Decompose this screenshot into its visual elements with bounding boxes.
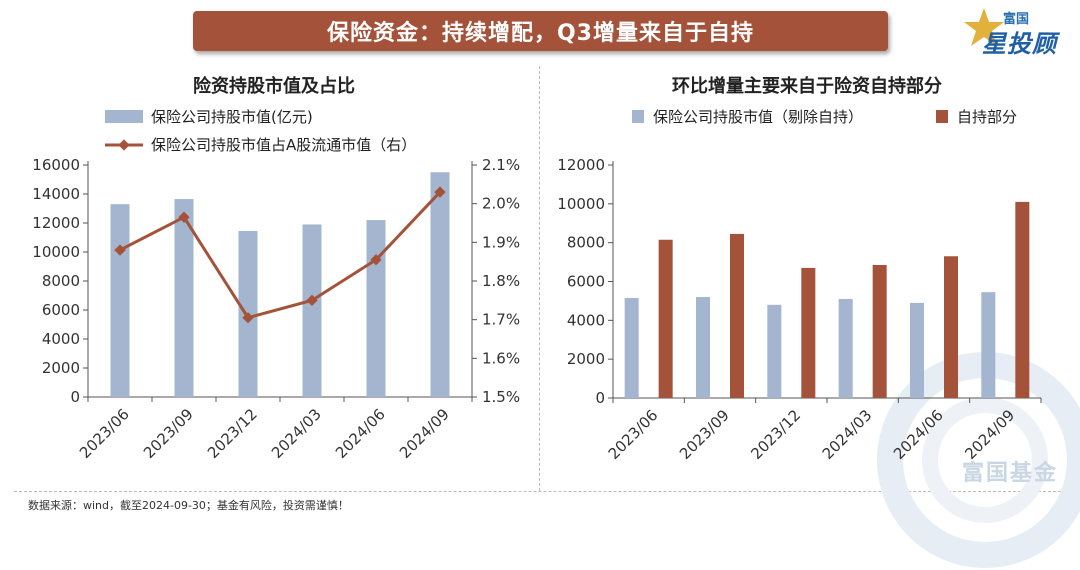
chart-title: 环比增量主要来自于险资自持部分 <box>672 75 942 97</box>
x-tick-label: 2023/12 <box>204 405 261 462</box>
legend-label-bar: 保险公司持股市值(亿元) <box>151 108 313 126</box>
bar-self-held <box>944 256 958 398</box>
bar-self-held <box>658 239 673 398</box>
y-left-tick-label: 8000 <box>42 272 80 290</box>
bar-holding-value <box>110 204 130 397</box>
x-tick-label: 2024/06 <box>890 406 947 463</box>
x-tick-label: 2023/06 <box>76 405 133 462</box>
x-tick-label: 2024/03 <box>268 405 325 462</box>
x-tick-label: 2024/06 <box>332 405 389 462</box>
bar-excluding-self <box>624 298 639 398</box>
bar-self-held <box>872 264 887 398</box>
chart-right-panel: 环比增量主要来自于险资自持部分保险公司持股市值（剔除自持） 自持部分 0 2000 40… <box>541 66 1073 490</box>
line-point <box>178 211 190 223</box>
y-left-tick-label: 4000 <box>42 330 80 348</box>
legend-swatch-excluding-self <box>632 110 644 123</box>
x-tick-label: 2024/03 <box>819 406 876 463</box>
page-title-banner: 保险资金：持续增配，Q3增量来自于自持 <box>193 11 888 51</box>
line-share-series <box>119 191 442 320</box>
y-tick-label: 4000 <box>567 311 605 329</box>
brand-logo: 富国 星投顾 <box>960 4 1075 58</box>
legend-label-line: 保险公司持股市值占A股流通市值（右） <box>151 136 416 154</box>
y-tick-label: 2000 <box>567 350 605 368</box>
y-left-tick-label: 0 <box>70 388 80 406</box>
y-tick-label: 0 <box>595 389 605 407</box>
legend-marker <box>118 139 130 151</box>
y-left-tick-label: 2000 <box>42 359 80 377</box>
bar-excluding-self <box>838 298 853 398</box>
bar-excluding-self <box>767 304 782 398</box>
x-tick-label: 2024/09 <box>396 405 453 462</box>
bar-holding-value <box>302 224 322 397</box>
bar-holding-value <box>366 220 386 397</box>
y-right-tick-label: 1.7% <box>482 311 520 329</box>
y-right-tick-label: 1.8% <box>482 272 520 290</box>
y-left-tick-label: 16000 <box>32 156 80 174</box>
y-right-tick-label: 1.5% <box>482 388 520 406</box>
chart-left-panel: 险资持股市值及占比保险公司持股市值(亿元) 保险公司持股市值占A股流通市值（右） 0… <box>14 66 534 490</box>
star-icon <box>964 8 1004 46</box>
x-tick-label: 2023/12 <box>747 406 804 463</box>
chart-title: 险资持股市值及占比 <box>193 75 355 97</box>
bar-holding-value <box>174 199 194 397</box>
bar-self-held <box>801 267 816 398</box>
x-tick-label: 2023/09 <box>676 406 733 463</box>
legend-swatch-bar <box>105 110 143 123</box>
legend-label-self-held: 自持部分 <box>957 108 1017 126</box>
y-right-tick-label: 1.6% <box>482 349 520 367</box>
line-point <box>370 254 382 266</box>
bar-holding-value <box>430 172 450 397</box>
bar-self-held <box>1015 201 1030 398</box>
y-tick-label: 10000 <box>557 195 605 213</box>
legend-swatch-self-held <box>936 110 948 123</box>
y-left-tick-label: 6000 <box>42 301 80 319</box>
x-tick-label: 2023/06 <box>605 406 662 463</box>
panel-divider-vertical <box>539 66 540 491</box>
bar-excluding-self <box>981 292 996 398</box>
brand-top-text: 富国 <box>1003 12 1030 27</box>
panel-divider-horizontal <box>14 491 1076 492</box>
bar-excluding-self <box>696 297 710 398</box>
x-tick-label: 2023/09 <box>140 405 197 462</box>
bar-excluding-self <box>910 302 924 398</box>
y-left-tick-label: 12000 <box>32 214 80 232</box>
page-title: 保险资金：持续增配，Q3增量来自于自持 <box>326 21 754 46</box>
y-right-tick-label: 2.0% <box>482 195 520 213</box>
bar-self-held <box>730 233 744 398</box>
y-tick-label: 12000 <box>557 156 605 174</box>
watermark-text: 富国基金 <box>962 461 1059 486</box>
legend-label-excluding-self: 保险公司持股市值（剔除自持） <box>653 108 863 126</box>
brand-main-text: 星投顾 <box>982 30 1057 58</box>
y-tick-label: 6000 <box>567 273 605 291</box>
y-left-tick-label: 14000 <box>32 185 80 203</box>
line-point <box>306 294 318 306</box>
footer-source: 数据来源：wind，截至2024-09-30；基金有风险，投资需谨慎！ <box>28 499 349 512</box>
line-point <box>242 312 254 324</box>
y-left-tick-label: 10000 <box>32 243 80 261</box>
y-tick-label: 8000 <box>567 234 605 252</box>
y-right-tick-label: 2.1% <box>482 156 520 174</box>
y-right-tick-label: 1.9% <box>482 233 520 251</box>
